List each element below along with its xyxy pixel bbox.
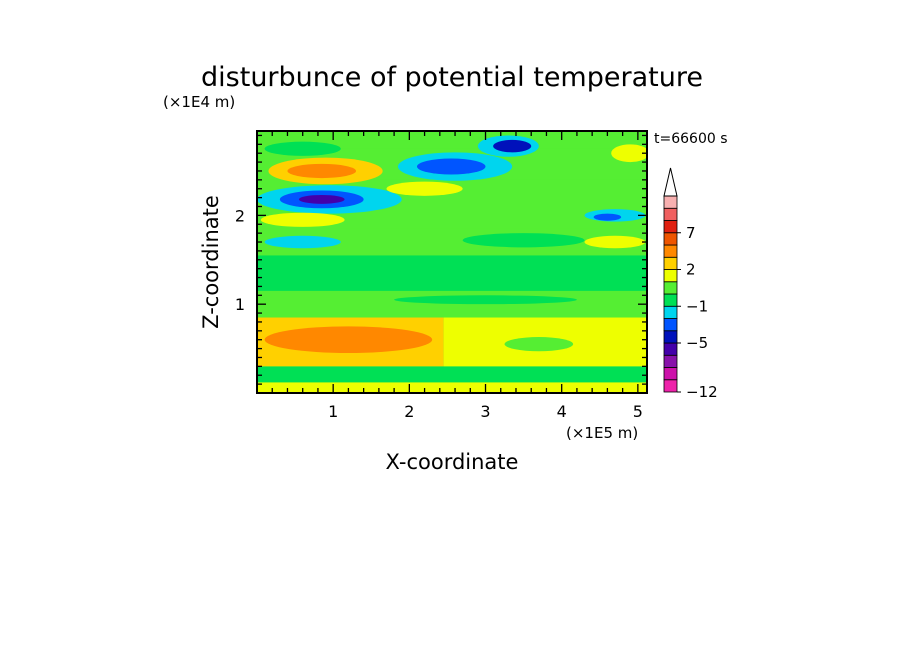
colorbar-label: −5 — [686, 334, 708, 352]
colorbar-label: −1 — [686, 297, 708, 315]
colorbar-swatch — [663, 318, 678, 332]
contour-blob — [287, 163, 357, 179]
x-tick-label: 5 — [633, 402, 643, 421]
contour-band — [257, 366, 647, 383]
contour-blob — [504, 337, 574, 352]
contour-blob — [298, 194, 345, 204]
contour-blob — [462, 233, 585, 248]
y-unit-label: (×1E4 m) — [163, 93, 235, 111]
contour-field — [257, 131, 647, 393]
x-tick-label: 4 — [557, 402, 567, 421]
colorbar-swatch — [663, 330, 678, 344]
axes: 1 2 3 4 5 1 2 — [235, 131, 647, 421]
x-tick-label: 1 — [328, 402, 338, 421]
x-axis-title: X-coordinate — [386, 450, 519, 474]
colorbar-swatch — [663, 232, 678, 246]
y-tick-label: 2 — [235, 206, 245, 225]
x-unit-label: (×1E5 m) — [566, 424, 638, 442]
colorbar-swatch — [663, 342, 678, 356]
contour-blob — [386, 181, 463, 196]
colorbar-swatch — [663, 379, 678, 393]
colorbar-swatch — [663, 244, 678, 258]
y-axis-title: Z-coordinate — [199, 195, 223, 329]
colorbar-extend-arrow — [663, 167, 678, 197]
contour-blob — [493, 139, 532, 153]
contour-blob — [264, 141, 341, 156]
contour-blob — [593, 213, 622, 221]
chart-title: disturbunce of potential temperature — [201, 62, 703, 93]
colorbar-swatch — [663, 293, 678, 307]
contour-blob — [394, 295, 577, 305]
contour-blob — [416, 158, 486, 175]
contour-blob — [260, 212, 345, 227]
contour-band — [257, 255, 647, 291]
contour-blob — [611, 144, 647, 163]
colorbar-swatch — [663, 354, 678, 368]
colorbar-label: 7 — [686, 224, 696, 242]
colorbar: 7 2 −1 −5 −12 — [663, 167, 718, 401]
contour-band — [257, 290, 647, 318]
plot-frame — [256, 130, 648, 394]
x-tick-label: 2 — [404, 402, 414, 421]
contour-blob — [264, 235, 341, 249]
colorbar-swatch — [663, 269, 678, 283]
colorbar-label: −12 — [686, 383, 718, 401]
colorbar-swatch — [663, 207, 678, 221]
colorbar-swatch — [663, 220, 678, 234]
contour-blob — [584, 235, 646, 249]
colorbar-swatch — [663, 281, 678, 295]
colorbar-swatch — [663, 195, 678, 209]
time-label: t=66600 s — [654, 131, 728, 147]
contour-band — [257, 382, 647, 393]
x-tick-label: 3 — [480, 402, 490, 421]
contour-blob — [264, 326, 433, 354]
colorbar-label: 2 — [686, 261, 696, 279]
y-tick-label: 1 — [235, 295, 245, 314]
colorbar-swatch — [663, 256, 678, 270]
colorbar-swatch — [663, 305, 678, 319]
colorbar-swatch — [663, 367, 678, 381]
